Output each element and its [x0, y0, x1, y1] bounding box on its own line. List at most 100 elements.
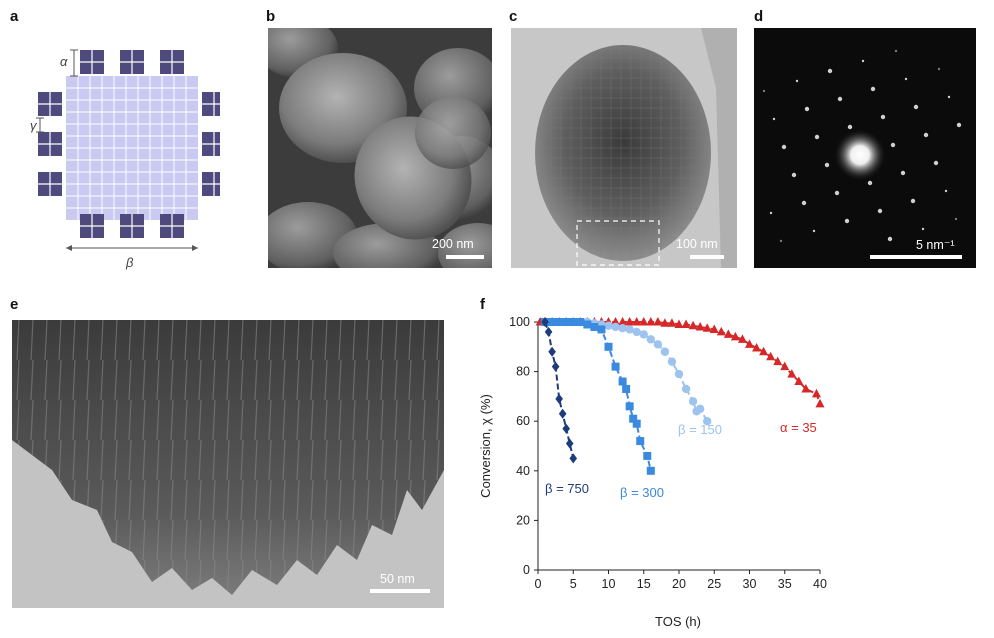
hrtem-image — [12, 320, 444, 608]
data-point — [625, 402, 634, 411]
scalebar-d — [870, 255, 962, 259]
annotation-beta-750: β = 750 — [545, 481, 589, 496]
data-point — [787, 369, 797, 378]
data-point — [548, 346, 556, 357]
data-point — [611, 322, 620, 332]
schematic-block — [38, 172, 62, 196]
data-point — [794, 376, 804, 386]
diffraction-spot — [861, 59, 865, 63]
data-point — [653, 340, 663, 349]
annotation-beta-150: β = 150 — [678, 422, 722, 437]
data-point — [632, 327, 641, 337]
data-point — [632, 419, 641, 428]
data-point — [688, 397, 698, 406]
y-tick-label: 20 — [516, 513, 530, 527]
diffraction-image — [754, 28, 976, 268]
data-point — [625, 325, 634, 334]
x-tick-label: 10 — [602, 577, 616, 591]
x-tick-label: 0 — [535, 577, 542, 591]
data-point — [646, 466, 655, 475]
diffraction-spot — [769, 211, 773, 215]
data-point — [565, 438, 574, 449]
x-tick-label: 25 — [707, 577, 721, 591]
diffraction-spot — [944, 189, 948, 193]
diffraction-spot — [900, 170, 906, 176]
x-tick-label: 15 — [637, 577, 651, 591]
data-point — [695, 321, 705, 331]
diffraction-spot — [827, 68, 833, 74]
gamma-label: γ — [30, 118, 38, 133]
data-point — [815, 398, 825, 408]
diffraction-spot — [913, 104, 919, 110]
data-point — [646, 335, 655, 344]
schematic-block — [120, 214, 144, 238]
data-point — [625, 317, 635, 326]
data-point — [569, 453, 578, 464]
panel-a-schematic: α γ β — [30, 49, 220, 270]
data-point — [653, 317, 663, 326]
data-point — [681, 384, 691, 394]
tem-image — [511, 28, 737, 268]
alpha-label: α — [60, 54, 68, 69]
data-point — [597, 325, 606, 334]
x-tick-label: 20 — [672, 577, 686, 591]
data-point — [590, 322, 599, 331]
data-point — [667, 357, 677, 366]
scalebar-b-label: 200 nm — [432, 237, 474, 251]
diffraction-spot — [781, 144, 787, 150]
data-point — [730, 331, 740, 341]
data-point — [660, 318, 670, 327]
diffraction-spot — [772, 117, 776, 121]
diffraction-spot — [956, 122, 962, 128]
schematic-block — [202, 132, 220, 156]
diffraction-spot — [824, 162, 830, 168]
diffraction-spot — [791, 172, 797, 178]
panel-letter-a: a — [10, 8, 19, 25]
scalebar-b — [446, 255, 484, 259]
x-tick-label: 5 — [570, 577, 577, 591]
diffraction-spot — [804, 106, 810, 112]
diffraction-spot — [814, 134, 820, 140]
schematic-block — [160, 214, 184, 238]
diffraction-spot — [954, 217, 958, 221]
y-tick-label: 0 — [523, 563, 530, 577]
scalebar-d-label: 5 nm⁻¹ — [916, 238, 955, 252]
data-point — [618, 377, 627, 386]
data-point — [562, 423, 570, 434]
data-point — [618, 324, 627, 333]
data-point — [703, 417, 712, 426]
data-point — [674, 369, 684, 379]
scalebar-c-label: 100 nm — [676, 237, 718, 251]
schematic-block — [80, 214, 104, 238]
diffraction-spot — [870, 86, 876, 92]
annotation-beta-300: β = 300 — [620, 485, 664, 500]
diffraction-spot — [890, 142, 896, 148]
beta-label: β — [125, 255, 134, 270]
y-tick-label: 60 — [516, 414, 530, 428]
panel-letter-f: f — [480, 296, 485, 313]
data-point — [555, 393, 563, 404]
data-point — [811, 388, 821, 398]
data-point — [709, 324, 719, 333]
data-point — [773, 356, 783, 366]
data-point — [681, 319, 691, 328]
data-point — [723, 329, 733, 338]
scalebar-c — [690, 255, 724, 259]
diffraction-spot — [837, 96, 843, 102]
panel-letter-d: d — [754, 8, 764, 25]
diffraction-spot — [904, 77, 908, 81]
data-point — [801, 383, 811, 393]
data-point — [759, 346, 769, 356]
data-point — [544, 326, 553, 337]
data-point — [583, 320, 592, 329]
data-point — [611, 362, 620, 371]
diffraction-spot — [921, 227, 925, 231]
diffraction-spot — [801, 200, 807, 206]
data-point — [562, 318, 571, 326]
diffraction-spot — [947, 95, 951, 99]
y-tick-label: 100 — [509, 315, 530, 329]
diffraction-spot — [894, 49, 898, 53]
data-point — [766, 351, 776, 361]
data-point — [674, 319, 684, 328]
diffraction-spot — [762, 89, 766, 93]
